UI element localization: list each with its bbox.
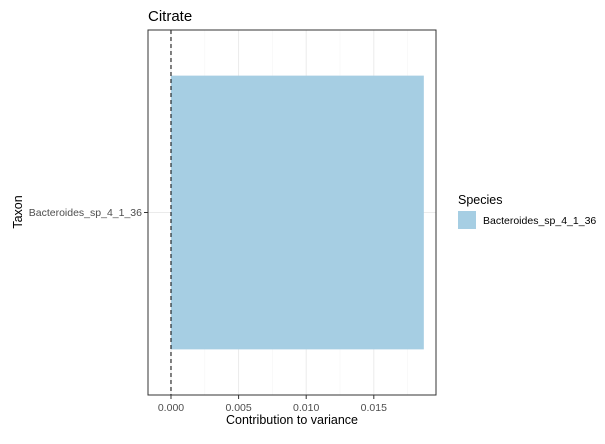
x-tick-label: 0.000: [158, 402, 184, 414]
x-tick-label: 0.010: [293, 402, 319, 414]
legend-swatch: [458, 211, 476, 229]
y-tick-label: Bacteroides_sp_4_1_36: [29, 207, 142, 219]
x-tick-label: 0.015: [361, 402, 387, 414]
legend-entries: Bacteroides_sp_4_1_36: [458, 211, 596, 229]
x-axis-title: Contribution to variance: [226, 413, 358, 427]
legend-label: Bacteroides_sp_4_1_36: [483, 215, 596, 227]
bars: [170, 75, 424, 350]
y-axis-ticks: Bacteroides_sp_4_1_36: [29, 207, 148, 219]
legend: Species Bacteroides_sp_4_1_36: [458, 193, 596, 229]
chart-title: Citrate: [148, 8, 192, 25]
x-axis-ticks: 0.000 0.005 0.010 0.015: [158, 395, 387, 414]
x-tick-label: 0.005: [225, 402, 251, 414]
y-axis-title: Taxon: [11, 195, 25, 228]
bar: [170, 75, 424, 350]
legend-title: Species: [458, 193, 502, 207]
